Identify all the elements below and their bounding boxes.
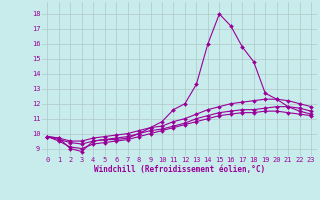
X-axis label: Windchill (Refroidissement éolien,°C): Windchill (Refroidissement éolien,°C) [94,165,265,174]
